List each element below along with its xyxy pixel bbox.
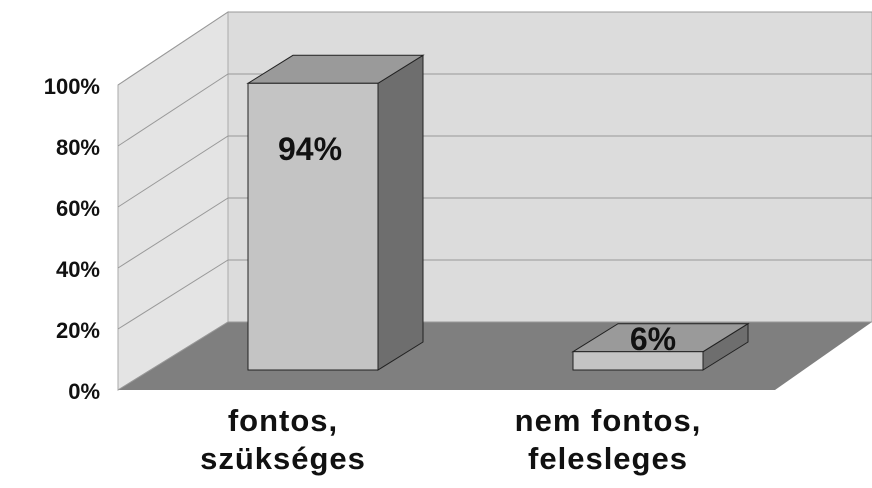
y-tick-label: 0% [68, 379, 100, 404]
grid-line [117, 197, 872, 269]
grid [117, 11, 872, 391]
value-label: 94% [278, 131, 342, 167]
y-tick-label: 40% [56, 257, 100, 282]
y-tick-label: 20% [56, 318, 100, 343]
y-tick-label: 100% [44, 74, 100, 99]
grid-line [117, 259, 872, 330]
grid-line [117, 73, 872, 147]
y-tick-label: 60% [56, 196, 100, 221]
bar [247, 82, 379, 371]
value-label: 6% [630, 321, 676, 357]
y-tick-label: 80% [56, 135, 100, 160]
x-tick-label: nem fontos, felesleges [514, 403, 702, 476]
grid-line [117, 321, 872, 391]
bar-side [377, 54, 424, 371]
bar [572, 351, 704, 371]
grid-line [117, 11, 872, 86]
bars: 94% 6% [246, 54, 750, 371]
floor [118, 322, 872, 390]
grid-line [117, 135, 872, 208]
x-tick-label: fontos, szükséges [200, 403, 366, 476]
